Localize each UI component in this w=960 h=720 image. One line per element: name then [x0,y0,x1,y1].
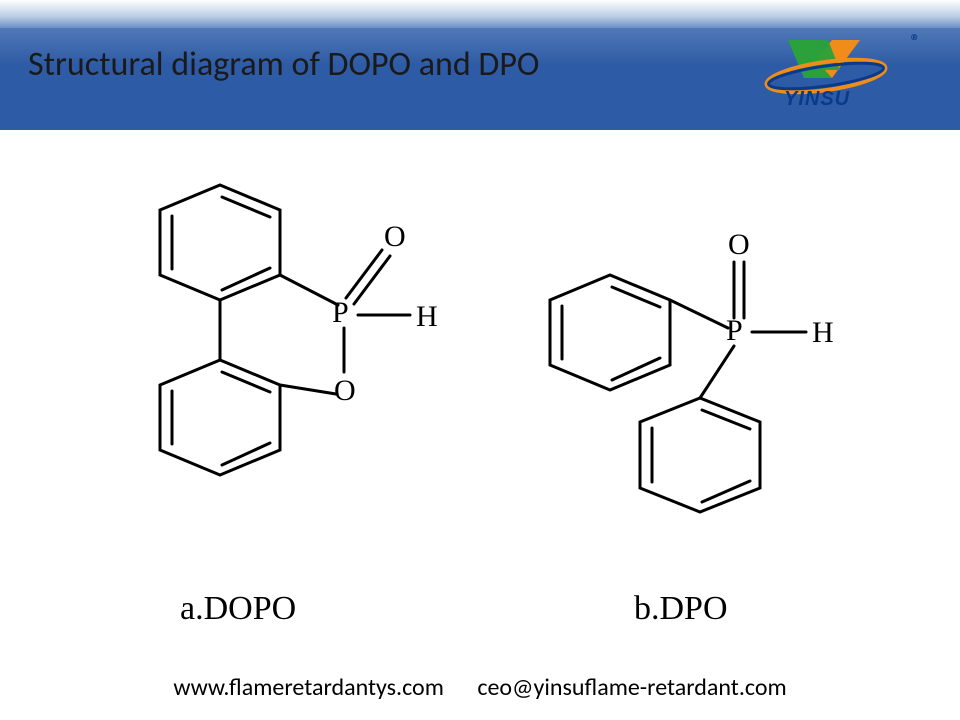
atom-o-double: O [728,228,750,261]
dopo-structure-icon: P O H O [100,150,440,570]
page-title: Structural diagram of DOPO and DPO [28,44,539,85]
dpo-structure-icon: P O H [520,170,860,570]
logo-registered-icon: ® [911,30,920,52]
molecule-dopo: P O H O [100,150,440,575]
atom-h: H [416,300,438,333]
footer-url: www.flameretardantys.com [173,673,444,702]
footer: www.flameretardantys.com ceo@yinsuflame-… [0,673,960,702]
logo-brand-text: YINSU [784,88,850,111]
footer-email: ceo@yinsuflame-retardant.com [477,673,786,702]
atom-p: P [332,296,349,329]
atom-p: P [726,314,743,347]
atom-o-ring: O [334,374,356,407]
brand-logo: ® YINSU [740,30,920,120]
header-banner: Structural diagram of DOPO and DPO ® YIN… [0,0,960,130]
molecule-dpo: P O H [520,170,860,575]
atom-o-double: O [384,220,406,253]
caption-dpo: b.DPO [634,590,728,628]
atom-h: H [812,316,834,349]
caption-dopo: a.DOPO [180,590,296,628]
diagram-area: P O H O [0,130,960,650]
